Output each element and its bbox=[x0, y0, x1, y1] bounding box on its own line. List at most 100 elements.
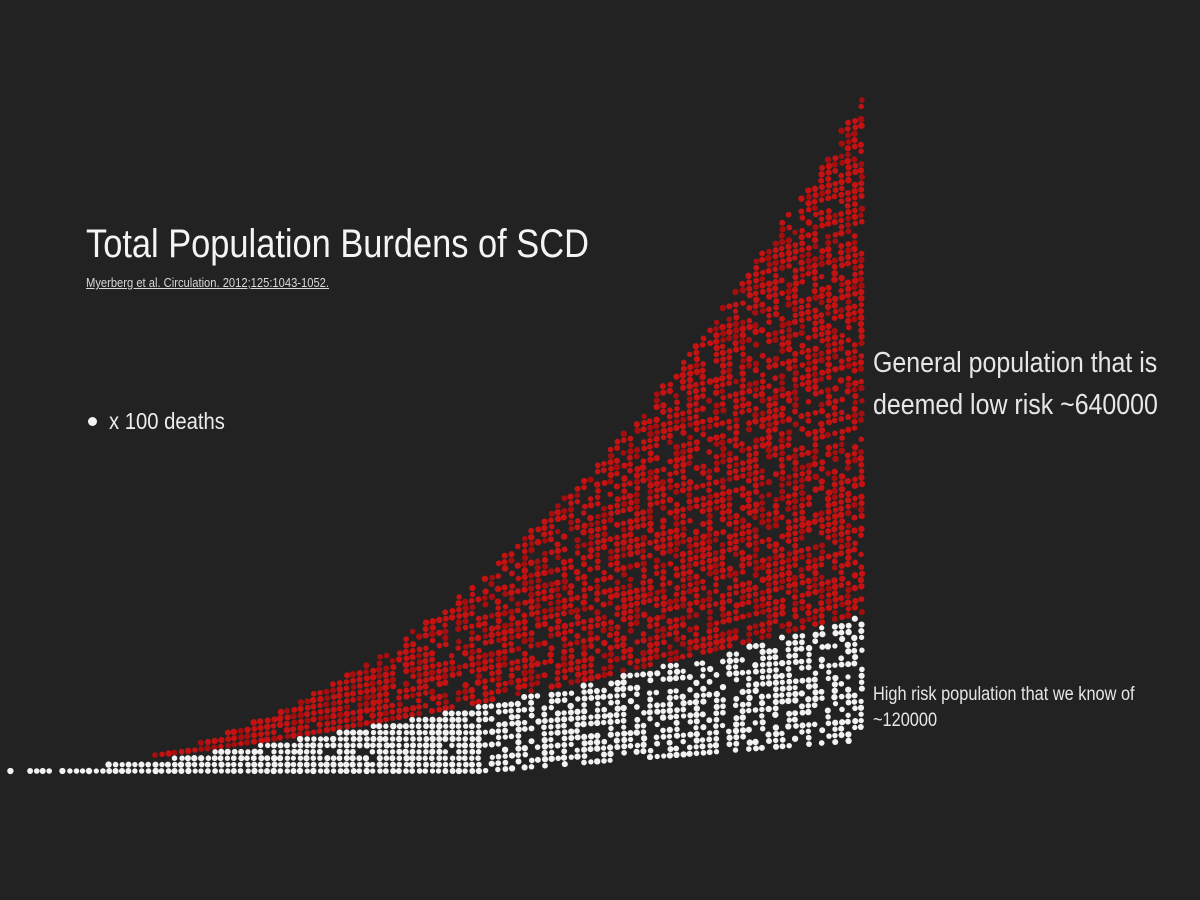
high-risk-dot bbox=[284, 748, 291, 755]
high-risk-dot bbox=[548, 730, 554, 736]
general-population-dot bbox=[667, 656, 674, 663]
high-risk-dot bbox=[805, 734, 812, 741]
general-population-dot bbox=[799, 374, 806, 381]
high-risk-dot bbox=[422, 755, 428, 761]
high-risk-dot bbox=[785, 665, 792, 672]
high-risk-dot bbox=[198, 761, 205, 768]
general-population-dot bbox=[515, 633, 522, 639]
general-population-dot bbox=[693, 445, 700, 452]
general-population-dot bbox=[732, 442, 739, 449]
high-risk-dot bbox=[779, 698, 786, 705]
high-risk-dot bbox=[290, 768, 297, 774]
general-population-dot bbox=[561, 571, 568, 579]
general-population-dot bbox=[805, 334, 812, 341]
general-population-dot bbox=[667, 381, 674, 388]
general-population-dot bbox=[317, 689, 323, 696]
general-population-dot bbox=[297, 711, 305, 719]
high-risk-dot bbox=[396, 761, 403, 768]
general-population-dot bbox=[185, 747, 192, 755]
general-population-dot bbox=[826, 592, 832, 598]
general-population-dot bbox=[720, 330, 727, 337]
general-population-dot bbox=[568, 653, 575, 660]
general-population-dot bbox=[712, 550, 719, 556]
high-risk-dot bbox=[725, 728, 732, 735]
high-risk-dot bbox=[514, 713, 521, 720]
high-risk-dot bbox=[224, 748, 231, 755]
general-population-dot bbox=[693, 362, 700, 369]
general-population-dot bbox=[831, 340, 838, 347]
general-population-dot bbox=[753, 296, 760, 304]
general-population-dot bbox=[402, 661, 410, 668]
general-population-dot bbox=[726, 335, 733, 342]
general-population-dot bbox=[515, 677, 522, 684]
general-population-dot bbox=[746, 317, 753, 324]
high-risk-dot bbox=[284, 755, 291, 761]
general-population-dot bbox=[858, 148, 864, 155]
general-population-dot bbox=[456, 606, 462, 613]
general-population-dot bbox=[336, 692, 343, 699]
general-population-dot bbox=[574, 639, 580, 646]
general-population-dot bbox=[798, 195, 805, 202]
general-population-dot bbox=[799, 464, 806, 471]
general-population-dot bbox=[752, 411, 759, 419]
high-risk-dot bbox=[680, 668, 686, 674]
general-population-dot bbox=[581, 657, 588, 664]
general-population-dot bbox=[660, 652, 667, 658]
general-population-dot bbox=[621, 648, 628, 655]
general-population-dot bbox=[575, 575, 581, 582]
high-risk-dot bbox=[462, 768, 468, 774]
general-population-dot bbox=[509, 570, 515, 577]
general-population-dot bbox=[719, 304, 727, 312]
general-population-dot bbox=[634, 542, 641, 550]
general-population-dot bbox=[772, 522, 780, 529]
high-risk-dot bbox=[541, 749, 548, 756]
general-population-dot bbox=[534, 558, 541, 565]
high-risk-dot bbox=[435, 761, 443, 768]
general-population-dot bbox=[693, 394, 701, 401]
high-risk-dot bbox=[138, 761, 145, 768]
general-population-dot bbox=[284, 714, 291, 721]
general-population-dot bbox=[660, 562, 667, 569]
high-risk-dot bbox=[455, 736, 462, 742]
general-population-dot bbox=[369, 673, 377, 681]
general-population-dot bbox=[818, 254, 825, 261]
general-population-dot bbox=[634, 523, 641, 530]
general-population-dot bbox=[561, 668, 568, 674]
general-population-dot bbox=[831, 193, 838, 200]
high-risk-dot bbox=[356, 761, 363, 768]
general-population-dot bbox=[791, 305, 799, 313]
general-population-dot bbox=[838, 569, 844, 576]
general-population-dot bbox=[627, 525, 634, 532]
high-risk-dot bbox=[693, 692, 700, 699]
high-risk-dot bbox=[535, 718, 542, 725]
high-risk-dot bbox=[442, 749, 449, 755]
high-risk-dot bbox=[561, 729, 568, 735]
high-risk-dot bbox=[765, 693, 772, 699]
general-population-dot bbox=[844, 189, 851, 197]
high-risk-dot bbox=[785, 697, 792, 705]
general-population-dot bbox=[844, 317, 852, 325]
general-population-dot bbox=[752, 367, 759, 374]
general-population-dot bbox=[574, 498, 581, 505]
general-population-dot bbox=[488, 625, 496, 632]
general-population-dot bbox=[732, 577, 739, 583]
general-population-dot bbox=[765, 581, 772, 588]
citation-link[interactable]: Myerberg et al. Circulation. 2012;125:10… bbox=[86, 275, 330, 290]
general-population-dot bbox=[857, 506, 865, 513]
general-population-dot bbox=[614, 445, 621, 451]
high-risk-dot bbox=[251, 767, 258, 775]
general-population-dot bbox=[661, 639, 667, 646]
general-population-dot bbox=[700, 636, 707, 642]
general-population-dot bbox=[786, 365, 793, 372]
high-risk-dot bbox=[852, 718, 859, 725]
high-risk-dot bbox=[482, 716, 489, 723]
general-population-dot bbox=[739, 287, 747, 294]
general-population-dot bbox=[819, 286, 826, 293]
general-population-dot bbox=[449, 607, 456, 615]
general-population-dot bbox=[508, 621, 515, 628]
general-population-dot bbox=[640, 649, 647, 657]
general-population-dot bbox=[700, 533, 707, 541]
general-population-dot bbox=[844, 497, 852, 504]
general-population-dot bbox=[719, 490, 726, 497]
general-population-dot bbox=[653, 653, 660, 660]
